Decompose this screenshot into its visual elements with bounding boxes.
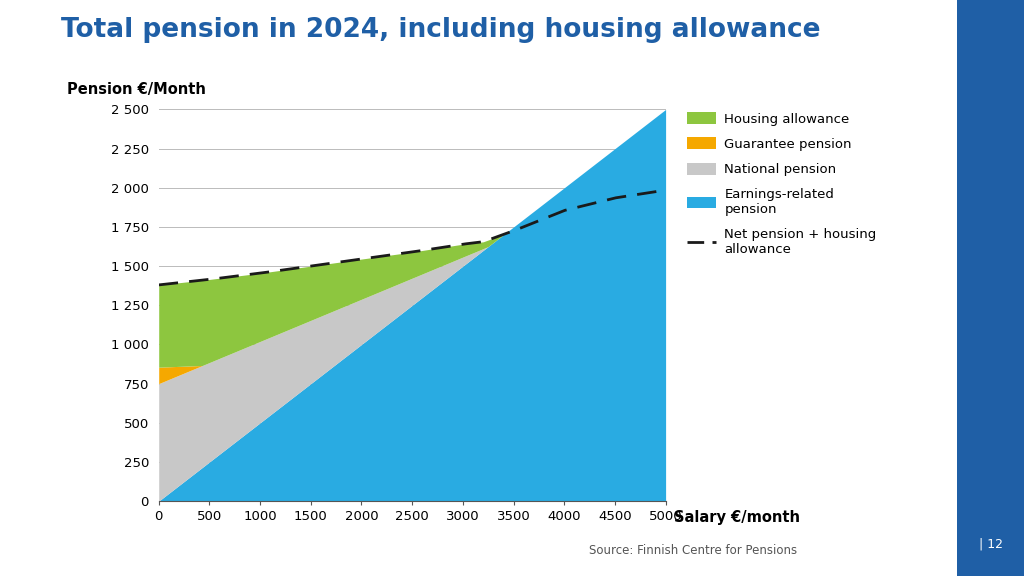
Text: Pension €/Month: Pension €/Month <box>68 82 207 97</box>
Text: Total pension in 2024, including housing allowance: Total pension in 2024, including housing… <box>61 17 821 43</box>
Text: Source: Finnish Centre for Pensions: Source: Finnish Centre for Pensions <box>589 544 797 558</box>
Text: | 12: | 12 <box>979 538 1002 551</box>
Text: Salary €/month: Salary €/month <box>674 510 800 525</box>
Legend: Housing allowance, Guarantee pension, National pension, Earnings-related
pension: Housing allowance, Guarantee pension, Na… <box>687 112 877 256</box>
